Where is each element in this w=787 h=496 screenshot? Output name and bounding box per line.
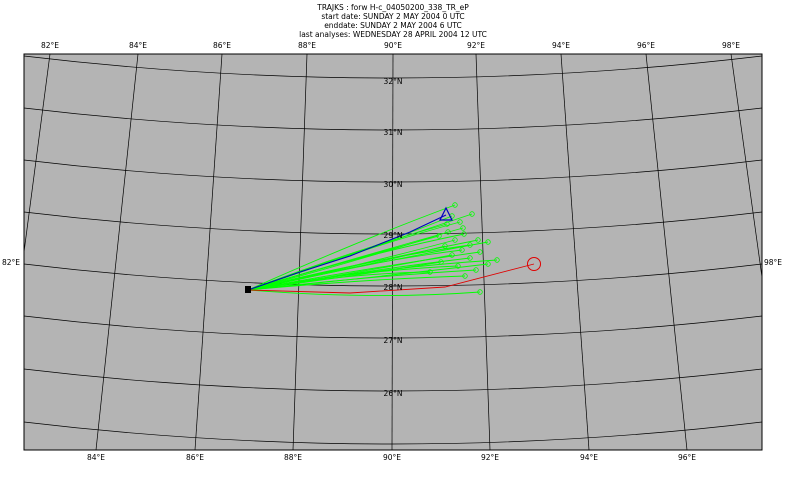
meridian bbox=[645, 54, 688, 450]
trajectory-end bbox=[455, 263, 461, 269]
meridian bbox=[24, 54, 51, 255]
lon-label: 90°E bbox=[384, 41, 402, 50]
header-line: start date: SUNDAY 2 MAY 2004 0 UTC bbox=[321, 12, 464, 21]
trajectory-end bbox=[438, 259, 444, 265]
lat-label: 30°N bbox=[384, 180, 403, 189]
lon-label: 98°E bbox=[722, 41, 740, 50]
graticule bbox=[24, 54, 762, 450]
lon-label: 94°E bbox=[552, 41, 570, 50]
lon-label: 88°E bbox=[298, 41, 316, 50]
trajectory bbox=[247, 204, 456, 291]
trajectory bbox=[247, 249, 463, 291]
header-line: enddate: SUNDAY 2 MAY 2004 6 UTC bbox=[324, 21, 462, 30]
trajectory-end bbox=[494, 257, 500, 263]
lon-label: 96°E bbox=[637, 41, 655, 50]
trajectory-end bbox=[444, 221, 450, 227]
trajectory-end bbox=[427, 269, 433, 275]
parallel bbox=[24, 211, 762, 235]
trajectory-end bbox=[452, 202, 458, 208]
lon-label: 92°E bbox=[481, 453, 499, 462]
meridian bbox=[560, 54, 590, 450]
meridian bbox=[95, 54, 139, 450]
mean-end bbox=[439, 206, 453, 221]
lat-label: 32°N bbox=[384, 77, 403, 86]
trajectory-end bbox=[457, 219, 463, 225]
lon-label: 94°E bbox=[580, 453, 598, 462]
trajectory bbox=[247, 235, 440, 291]
lat-label: 29°N bbox=[384, 231, 403, 240]
trajectory-end bbox=[459, 247, 465, 253]
trajectory bbox=[247, 289, 481, 297]
meridian bbox=[391, 54, 394, 450]
trajectories bbox=[245, 202, 541, 297]
trajectory-end bbox=[461, 231, 467, 237]
lon-label: 98°E bbox=[764, 258, 782, 267]
trajectory-end bbox=[473, 267, 479, 273]
lon-label: 86°E bbox=[213, 41, 231, 50]
trajectory-end bbox=[475, 237, 481, 243]
trajectory-end bbox=[452, 237, 458, 243]
trajectory bbox=[247, 231, 449, 291]
meridian bbox=[475, 54, 491, 450]
lon-label: 96°E bbox=[678, 453, 696, 462]
trajectory-end bbox=[477, 289, 483, 295]
parallel bbox=[24, 315, 762, 339]
parallel bbox=[24, 421, 762, 445]
lon-label: 84°E bbox=[129, 41, 147, 50]
lon-label: 86°E bbox=[186, 453, 204, 462]
lon-label: 82°E bbox=[41, 41, 59, 50]
lat-label: 28°N bbox=[384, 283, 403, 292]
meridian bbox=[292, 54, 308, 450]
trajectory-end bbox=[442, 243, 448, 249]
control-trajectory bbox=[247, 263, 535, 294]
trajectory-end bbox=[462, 273, 468, 279]
lon-label: 92°E bbox=[467, 41, 485, 50]
header-line: TRAJKS : forw H-c_04050200_338_TR_eP bbox=[316, 3, 469, 12]
trajectory-end bbox=[460, 225, 466, 231]
lon-label: 84°E bbox=[87, 453, 105, 462]
trajectory-end bbox=[469, 211, 475, 217]
trajectory-end bbox=[485, 239, 491, 245]
lat-label: 31°N bbox=[384, 128, 403, 137]
lon-label: 90°E bbox=[383, 453, 401, 462]
trajectory bbox=[247, 275, 466, 291]
trajectory-end bbox=[485, 261, 491, 267]
trajectory-end bbox=[436, 233, 442, 239]
lon-label: 82°E bbox=[2, 258, 20, 267]
trajectory-end bbox=[445, 229, 451, 235]
trajectory bbox=[247, 269, 477, 291]
mean-trajectory bbox=[247, 214, 447, 291]
lat-label: 26°N bbox=[384, 389, 403, 398]
header-line: last analyses: WEDNESDAY 28 APRIL 2004 1… bbox=[299, 30, 487, 39]
meridian bbox=[194, 54, 223, 450]
lon-label: 88°E bbox=[284, 453, 302, 462]
trajectory bbox=[247, 261, 442, 291]
control-end bbox=[527, 257, 541, 271]
parallel bbox=[24, 263, 762, 287]
meridian bbox=[730, 54, 762, 280]
lat-label: 27°N bbox=[384, 336, 403, 345]
trajectory bbox=[247, 223, 448, 291]
trajectory-end bbox=[449, 252, 455, 258]
parallel bbox=[24, 368, 762, 392]
trajectory bbox=[247, 271, 431, 291]
trajectory-end bbox=[477, 249, 483, 255]
labels: TRAJKS : forw H-c_04050200_338_TR_ePstar… bbox=[2, 3, 782, 462]
trajectory-end bbox=[467, 255, 473, 261]
start-point bbox=[245, 286, 251, 293]
